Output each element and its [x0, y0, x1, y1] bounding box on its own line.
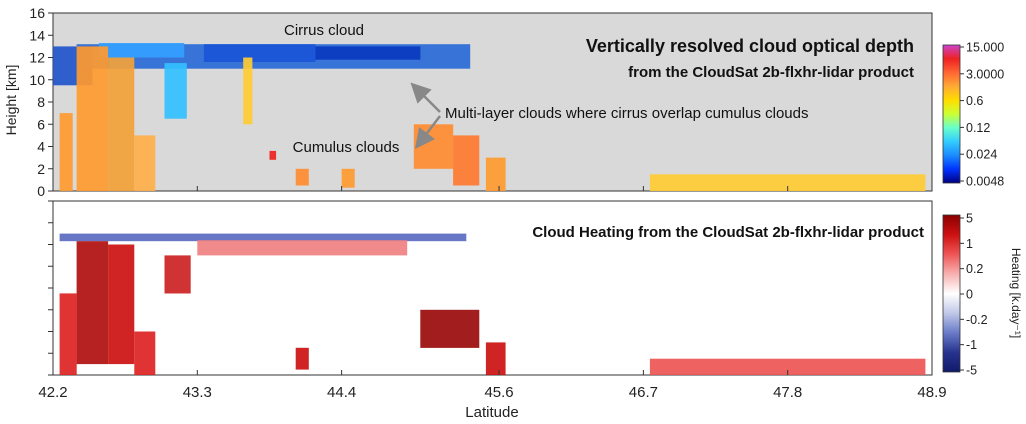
heating-colorbar-label: -0.2	[966, 313, 988, 327]
latitude-x-tick-label: 45.6	[484, 384, 513, 401]
heating-colorbar-label: 0	[966, 288, 973, 302]
optical-depth-y-tick-label: 8	[37, 94, 45, 110]
annotation-arrow-upper	[410, 82, 441, 113]
optical-depth-subtitle: from the CloudSat 2b-flxhr-lidar product	[628, 64, 914, 81]
optical-depth-colorbar-label: 3.0000	[966, 67, 1004, 81]
heating-cirrus-region-1	[197, 240, 408, 256]
latitude-x-tick-label: 43.3	[183, 384, 212, 401]
optical-depth-y-tick-label: 12	[29, 50, 45, 66]
heating-deep-region-2	[76, 241, 109, 365]
optical-depth-deep-region-8	[134, 135, 156, 191]
heating-colorbar-label: 1	[966, 237, 973, 251]
optical-depth-colorbar-label: 0.0048	[966, 175, 1004, 189]
optical-depth-deep-region-5	[59, 113, 73, 191]
heating-colorbar	[942, 214, 961, 373]
optical-depth-colorbar-label: 0.024	[966, 148, 997, 162]
annotation-cumulus-clouds: Cumulus clouds	[293, 139, 400, 156]
optical-depth-colorbar-label: 15.000	[966, 41, 1004, 55]
optical-depth-cumulus-region-13	[485, 157, 506, 191]
heating-cumulus-region-8	[485, 342, 506, 375]
heating-deep-region-5	[134, 331, 156, 375]
latitude-x-axis-label: Latitude	[465, 404, 518, 421]
latitude-x-tick-label: 48.9	[917, 384, 946, 401]
heating-colorbar-label: 5	[966, 212, 973, 226]
optical-depth-y-tick-label: 10	[29, 72, 45, 88]
optical-depth-title: Vertically resolved cloud optical depth	[586, 36, 914, 56]
optical-depth-cumulus-region-14	[295, 168, 309, 186]
optical-depth-deep-region-6	[76, 46, 109, 192]
optical-depth-y-tick-label: 0	[37, 183, 45, 199]
heating-colorbar-label: -5	[966, 364, 977, 378]
heating-cumulus-region-10	[649, 358, 926, 375]
optical-depth-anvil-region-10	[243, 57, 253, 125]
annotation-arrow-lower	[414, 115, 441, 149]
optical-depth-y-tick-label: 16	[29, 5, 45, 21]
heating-anvil-region-6	[164, 255, 191, 294]
optical-depth-y-ticks: 0 2 4 6 8 10 12 14 16	[29, 5, 53, 199]
latitude-x-tick-label: 42.2	[38, 384, 67, 401]
optical-depth-y-tick-label: 4	[37, 139, 45, 155]
heating-title: Cloud Heating from the CloudSat 2b-flxhr…	[532, 224, 924, 241]
optical-depth-panel: 0 2 4 6 8 10 12 14 16 Height [km] Vertically res…	[3, 5, 1004, 199]
optical-depth-colorbar-label: 0.6	[966, 94, 983, 108]
heating-colorbar-label: 0.2	[966, 262, 983, 276]
latitude-x-tick-label: 46.7	[629, 384, 658, 401]
optical-depth-y-tick-label: 2	[37, 161, 45, 177]
annotation-multi-layer: Multi-layer clouds where cirrus overlap …	[445, 105, 808, 122]
heating-cirrus_top-region-0	[59, 233, 467, 242]
latitude-x-tick-label: 47.8	[773, 384, 802, 401]
optical-depth-cirrus-region-2	[98, 43, 185, 58]
optical-depth-cirrus-region-3	[203, 44, 316, 62]
heating-colorbar-labels: 5 1 0.2 0 -0.2 -1 -5	[960, 212, 988, 378]
optical-depth-colorbar	[942, 44, 961, 184]
optical-depth-cumulus-region-12	[453, 135, 480, 186]
optical-depth-cirrus-region-4	[315, 46, 421, 60]
optical-depth-cumulus-region-15	[269, 150, 277, 160]
optical-depth-y-tick-label: 6	[37, 116, 45, 132]
heating-cumulus-region-7	[420, 309, 480, 348]
optical-depth-cumulus-region-11	[413, 124, 454, 169]
heating-deep-region-3	[108, 244, 135, 365]
annotation-cirrus-cloud: Cirrus cloud	[284, 22, 364, 39]
optical-depth-cloud-cells	[53, 43, 926, 192]
optical-depth-y-tick-label: 14	[29, 27, 45, 43]
heating-colorbar-title: Heating [k.day⁻¹]	[1009, 248, 1023, 338]
optical-depth-y-axis-label: Height [km]	[3, 65, 19, 136]
optical-depth-colorbar-labels: 15.000 3.0000 0.6 0.12 0.024 0.0048	[960, 41, 1004, 189]
heating-deep-region-4	[59, 293, 77, 375]
optical-depth-deep-region-7	[108, 57, 135, 191]
latitude-x-tick-label: 44.4	[327, 384, 356, 401]
heating-y-ticks	[48, 200, 53, 376]
heating-cumulus-region-9	[295, 347, 309, 370]
optical-depth-cumulus-region-16	[341, 168, 355, 188]
optical-depth-cumulus-region-17	[649, 174, 926, 191]
heating-cloud-cells	[59, 233, 926, 375]
heating-panel: Cloud Heating from the CloudSat 2b-flxhr…	[38, 186, 1023, 421]
heating-colorbar-label: -1	[966, 338, 977, 352]
optical-depth-colorbar-label: 0.12	[966, 121, 990, 135]
latitude-x-ticks: 42.2 43.3 44.4 45.6 46.7 47.8 48.9	[38, 186, 947, 401]
optical-depth-anvil-region-9	[164, 63, 187, 119]
